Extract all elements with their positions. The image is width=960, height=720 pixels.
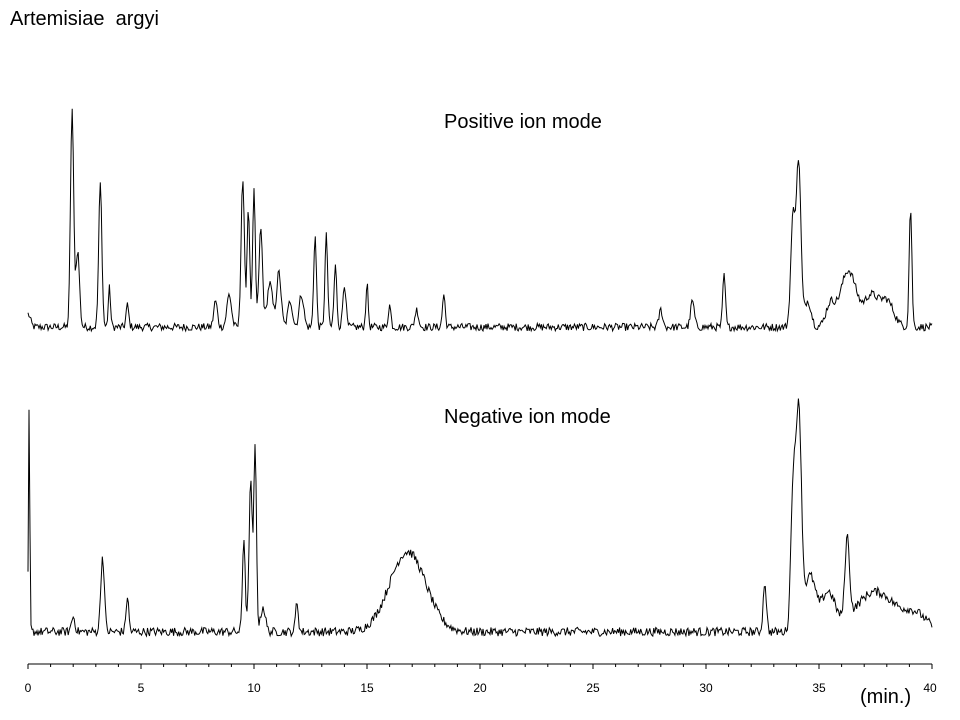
x-tick-label: 25 bbox=[586, 681, 600, 695]
series-line-positive bbox=[27, 108, 933, 333]
x-tick-label: 15 bbox=[360, 681, 374, 695]
series-line-negative bbox=[27, 398, 933, 638]
x-tick-label: 0 bbox=[25, 681, 32, 695]
x-tick-label: 10 bbox=[247, 681, 261, 695]
x-axis-unit-label: (min.) bbox=[860, 686, 912, 708]
x-tick-label: 5 bbox=[138, 681, 145, 695]
x-tick-label: 35 bbox=[812, 681, 826, 695]
chart-title: Artemisiae argyi bbox=[10, 8, 159, 30]
traces-group bbox=[27, 108, 933, 638]
series-label-negative: Negative ion mode bbox=[444, 406, 611, 428]
series-label-positive: Positive ion mode bbox=[444, 111, 602, 133]
x-axis: 0 5 10 15 20 25 30 35 40 bbox=[25, 663, 937, 695]
x-tick-label: 40 bbox=[923, 681, 937, 695]
x-tick-label: 30 bbox=[699, 681, 713, 695]
x-tick-label: 20 bbox=[473, 681, 487, 695]
